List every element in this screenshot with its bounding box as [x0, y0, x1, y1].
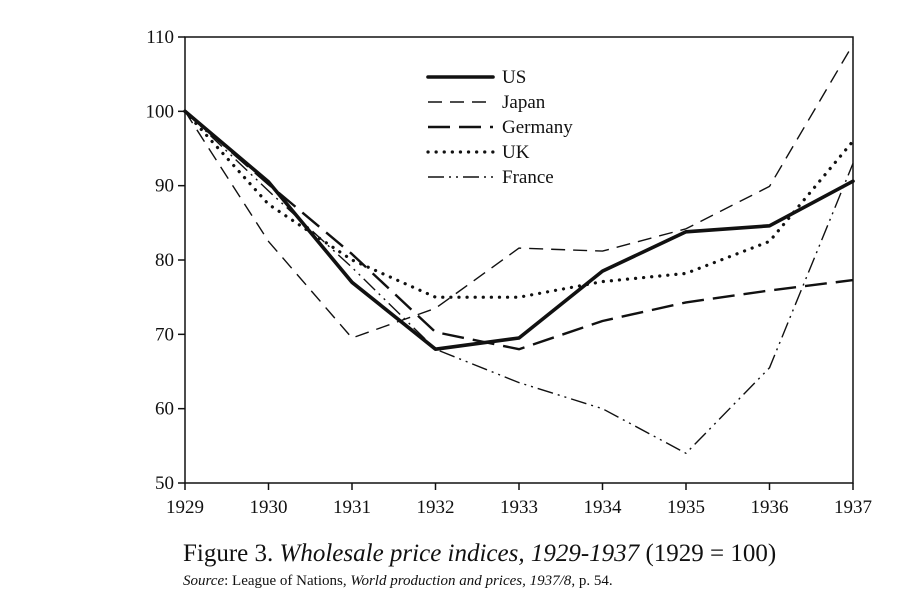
legend-label-japan: Japan: [502, 92, 546, 113]
line-chart: 50 60 70 80 90 100 110 1929 1930 1931 1932 1933 193…: [146, 27, 873, 518]
x-axis: 1929 1930 1931 1932 1933 1934 1935 1936 1937: [166, 483, 872, 518]
x-tick-label: 1934: [584, 497, 623, 518]
legend: US Japan Germany UK France: [426, 67, 573, 188]
caption-suffix: (1929 = 100): [639, 540, 777, 567]
source-note: Source: League of Nations, World product…: [183, 573, 613, 590]
caption-prefix: Figure 3.: [183, 540, 280, 567]
series-layer: [183, 44, 855, 454]
x-tick-label: 1930: [250, 497, 288, 518]
y-tick-label: 110: [146, 27, 174, 48]
x-tick-label: 1931: [333, 497, 371, 518]
series-line-japan: [184, 44, 854, 339]
series-line-germany: [184, 110, 854, 351]
x-tick-label: 1933: [500, 497, 538, 518]
caption-title: Wholesale price indices, 1929-1937: [279, 540, 640, 567]
legend-label-germany: Germany: [502, 117, 573, 138]
source-label: Source: [183, 573, 225, 589]
source-text-1: : League of Nations,: [224, 573, 351, 589]
y-tick-label: 50: [155, 473, 174, 494]
x-tick-label: 1935: [667, 497, 705, 518]
legend-label-us: US: [502, 67, 526, 88]
source-text-2: , p. 54.: [571, 573, 613, 589]
y-tick-label: 80: [155, 250, 174, 271]
y-tick-label: 100: [146, 101, 175, 122]
x-tick-label: 1937: [834, 497, 872, 518]
legend-label-france: France: [502, 167, 554, 188]
legend-label-uk: UK: [502, 142, 530, 163]
x-tick-label: 1929: [166, 497, 204, 518]
y-tick-label: 60: [155, 399, 174, 420]
x-tick-label: 1932: [417, 497, 455, 518]
y-tick-label: 70: [155, 324, 174, 345]
figure-caption: Figure 3. Wholesale price indices, 1929-…: [183, 540, 776, 568]
x-tick-label: 1936: [751, 497, 789, 518]
y-axis: 50 60 70 80 90 100 110: [146, 27, 185, 494]
source-work: World production and prices, 1937/8: [350, 573, 572, 589]
y-tick-label: 90: [155, 176, 174, 197]
series-line-us: [183, 109, 855, 351]
